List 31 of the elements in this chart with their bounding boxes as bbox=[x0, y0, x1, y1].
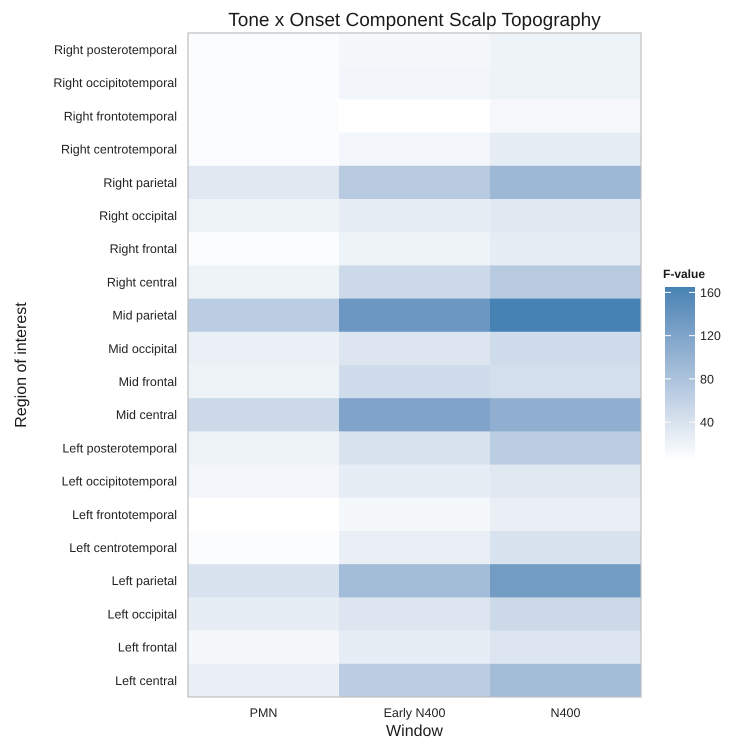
y-tick-label: Right frontal bbox=[110, 242, 177, 256]
chart-title: Tone x Onset Component Scalp Topography bbox=[228, 10, 602, 31]
y-tick-label: Right occipital bbox=[99, 208, 177, 223]
y-tick-label: Mid frontal bbox=[118, 374, 177, 389]
color-bar-label: 80 bbox=[700, 372, 714, 386]
y-tick-label: Right occipitotemporal bbox=[53, 76, 177, 90]
y-tick-label: Mid parietal bbox=[112, 308, 177, 323]
x-axis-title: Window bbox=[386, 723, 444, 740]
y-tick-label: Right parietal bbox=[103, 176, 177, 190]
color-bar-label: 120 bbox=[700, 329, 721, 344]
x-tick-label: N400 bbox=[550, 706, 580, 720]
y-tick-label: Right frontotemporal bbox=[64, 109, 177, 124]
x-tick-label: PMN bbox=[250, 706, 278, 720]
y-tick-label: Left occipital bbox=[108, 607, 177, 622]
y-tick-label: Left parietal bbox=[112, 574, 177, 588]
y-tick-label: Left central bbox=[115, 674, 177, 688]
y-tick-label: Right central bbox=[106, 275, 177, 290]
y-tick-label: Left posterotemporal bbox=[62, 441, 177, 456]
y-tick-label: Mid occipital bbox=[108, 342, 177, 356]
x-tick-label: Early N400 bbox=[384, 706, 446, 720]
color-bar-label: 40 bbox=[700, 416, 714, 430]
y-axis-title: Region of interest bbox=[13, 302, 30, 428]
y-tick-label: Left frontal bbox=[118, 640, 177, 655]
color-bar-title: F-value bbox=[663, 267, 706, 281]
y-tick-label: Right centrotemporal bbox=[60, 142, 177, 157]
y-tick-label: Left centrotemporal bbox=[69, 540, 177, 555]
color-bar-label: 160 bbox=[700, 286, 721, 300]
y-tick-label: Left frontotemporal bbox=[72, 508, 177, 522]
y-tick-label: Left occipitotemporal bbox=[62, 474, 177, 489]
y-tick-label: Right posterotemporal bbox=[54, 42, 177, 57]
y-tick-label: Mid central bbox=[116, 408, 177, 422]
